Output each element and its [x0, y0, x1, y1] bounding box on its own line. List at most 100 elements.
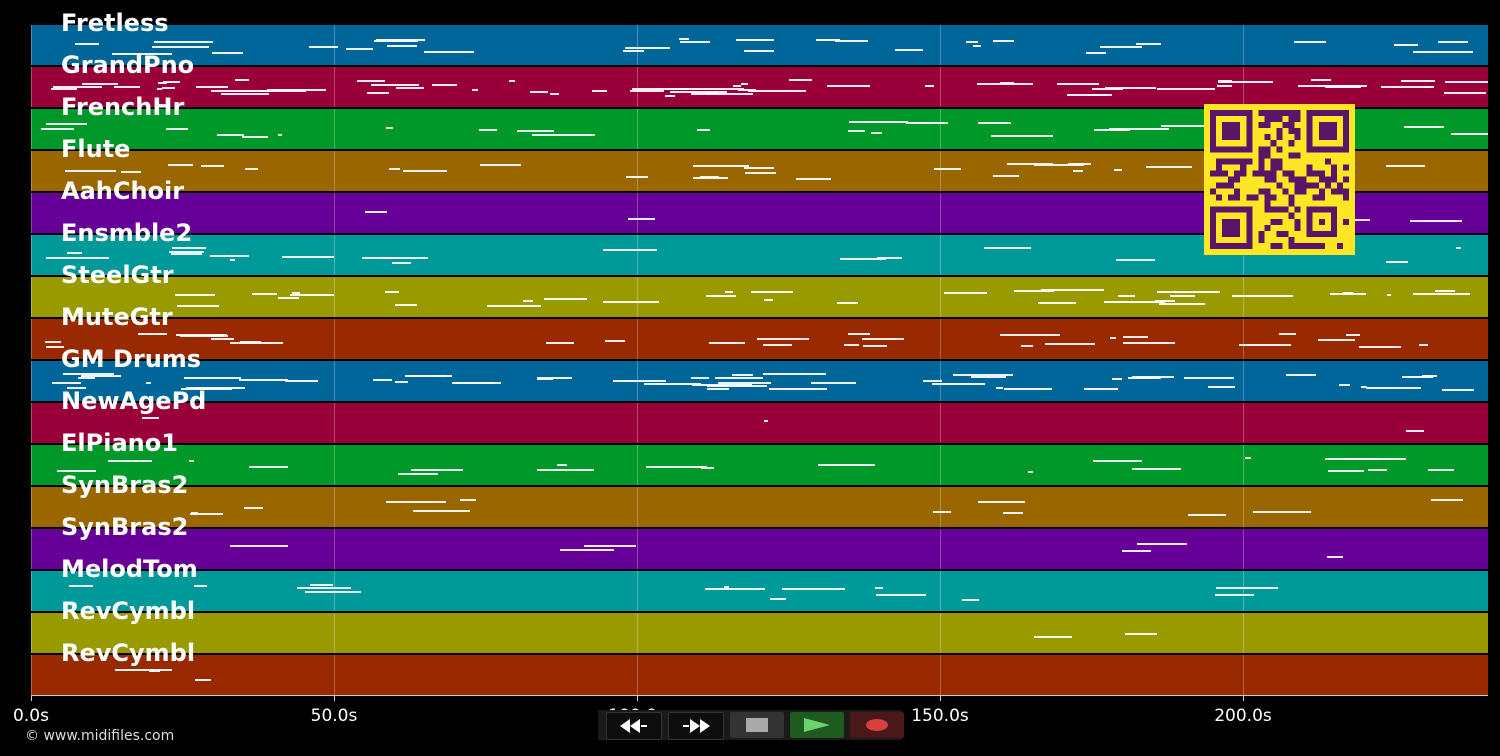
note-mark [175, 294, 215, 297]
gridline [334, 403, 335, 443]
note-mark [1084, 388, 1118, 391]
note-mark [1217, 79, 1232, 82]
gridline [334, 529, 335, 569]
note-mark [1450, 133, 1488, 136]
gridline [31, 25, 32, 65]
note-mark [362, 256, 401, 259]
track-label: MuteGtr [61, 303, 173, 331]
note-mark [1418, 344, 1428, 347]
note-mark [724, 585, 729, 588]
time-axis [31, 695, 1488, 696]
gridline [334, 655, 335, 695]
note-mark [847, 130, 865, 133]
note-mark [1085, 52, 1106, 55]
gridline [940, 151, 941, 191]
note-mark [1218, 81, 1273, 84]
track-label: Ensmble2 [61, 219, 193, 247]
note-mark [718, 382, 772, 385]
note-mark [1386, 261, 1409, 264]
note-mark [811, 381, 856, 384]
note-mark [1381, 85, 1434, 88]
note-mark [1106, 300, 1165, 303]
gridline [637, 403, 638, 443]
note-mark [602, 248, 658, 251]
record-button[interactable] [850, 712, 904, 738]
note-mark [704, 588, 766, 591]
stop-icon [746, 718, 768, 732]
note-mark [679, 37, 689, 40]
note-mark [795, 178, 832, 181]
note-mark [763, 343, 793, 346]
note-mark [1123, 335, 1149, 338]
fast-forward-icon [683, 719, 710, 733]
note-mark [911, 121, 948, 124]
track-label: Flute [61, 135, 131, 163]
gridline [31, 571, 32, 611]
note-mark [41, 128, 75, 131]
note-mark [1115, 259, 1155, 262]
note-mark [991, 134, 1053, 137]
note-mark [612, 379, 667, 382]
note-mark [1122, 549, 1151, 552]
note-mark [45, 346, 64, 349]
track-lane [31, 529, 1488, 569]
note-mark [176, 304, 219, 307]
note-mark [995, 387, 1004, 390]
track-lane [31, 319, 1488, 359]
gridline [940, 529, 941, 569]
track-label: SteelGtr [61, 261, 174, 289]
note-mark [152, 46, 210, 49]
note-mark [394, 380, 408, 383]
note-mark [943, 292, 987, 295]
note-mark [700, 466, 714, 469]
note-mark [386, 45, 418, 48]
gridline [31, 613, 32, 653]
note-mark [745, 171, 776, 174]
axis-tick [334, 695, 335, 701]
play-button[interactable] [790, 712, 844, 738]
track-label: NewAgePd [61, 387, 207, 415]
note-mark [1113, 169, 1122, 172]
rewind-button[interactable] [606, 712, 662, 740]
track-lane [31, 361, 1488, 401]
track-label: Fretless [61, 9, 169, 37]
note-mark [1156, 290, 1221, 293]
gridline [31, 361, 32, 401]
note-mark [1160, 125, 1208, 128]
note-mark [385, 501, 447, 504]
note-mark [692, 177, 728, 180]
note-mark [1238, 343, 1292, 346]
gridline [1243, 571, 1244, 611]
stop-button[interactable] [730, 712, 784, 738]
note-mark [966, 40, 979, 43]
note-mark [1038, 302, 1076, 305]
note-mark [646, 466, 708, 469]
note-mark [200, 164, 225, 167]
note-mark [925, 85, 935, 88]
note-mark [471, 88, 478, 91]
note-mark [211, 89, 270, 92]
note-mark [952, 374, 1014, 377]
gridline [1243, 487, 1244, 527]
fast-forward-button[interactable] [668, 712, 724, 740]
note-mark [1297, 85, 1359, 88]
track-label: FrenchHr [61, 93, 185, 121]
gridline [334, 151, 335, 191]
note-mark [1409, 219, 1462, 222]
note-mark [170, 253, 202, 256]
note-mark [1325, 458, 1378, 461]
note-mark [309, 45, 339, 48]
qr-code [1204, 104, 1355, 255]
note-mark [141, 417, 160, 420]
note-mark [522, 299, 533, 302]
note-mark [1443, 92, 1486, 95]
track-lane [31, 277, 1488, 317]
note-mark [705, 295, 737, 298]
note-mark [546, 341, 575, 344]
note-mark [296, 587, 352, 590]
note-mark [876, 594, 927, 597]
note-mark [931, 382, 986, 385]
note-mark [934, 167, 961, 170]
note-mark [289, 293, 334, 296]
note-mark [386, 126, 394, 129]
